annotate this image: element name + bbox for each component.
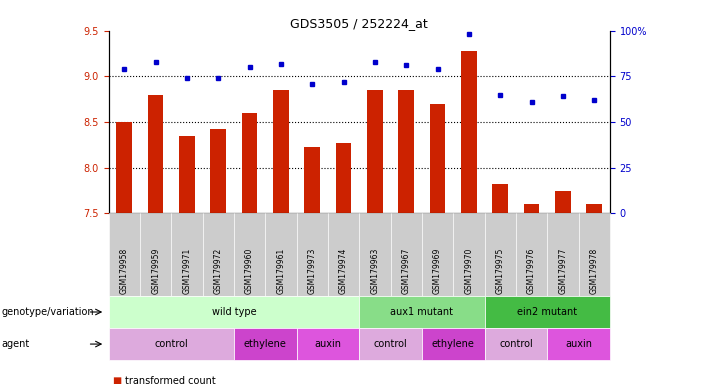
Text: wild type: wild type [212,307,257,317]
Text: GSM179970: GSM179970 [464,247,473,294]
Text: GSM179959: GSM179959 [151,247,160,294]
Text: GSM179977: GSM179977 [559,247,567,294]
Bar [148,94,163,213]
Text: GSM179958: GSM179958 [120,248,129,294]
Text: GSM179963: GSM179963 [370,247,379,294]
Bar [242,113,257,213]
Bar [398,90,414,213]
Bar [430,104,445,213]
Text: GSM179969: GSM179969 [433,247,442,294]
Text: GSM179971: GSM179971 [182,248,191,294]
Bar [524,204,539,213]
Bar [179,136,195,213]
Text: GSM179974: GSM179974 [339,247,348,294]
Text: auxin: auxin [315,339,341,349]
Text: GSM179972: GSM179972 [214,248,223,294]
Bar [210,129,226,213]
Text: aux1 mutant: aux1 mutant [390,307,454,317]
Bar [304,147,320,213]
Bar [586,204,602,213]
Bar [336,143,351,213]
Text: GSM179961: GSM179961 [276,248,285,294]
Text: GSM179973: GSM179973 [308,247,317,294]
Bar [461,51,477,213]
Bar [367,90,383,213]
Text: GSM179975: GSM179975 [496,247,505,294]
Text: control: control [154,339,188,349]
Text: ethylene: ethylene [244,339,287,349]
Text: ■: ■ [112,376,121,384]
Text: GSM179967: GSM179967 [402,247,411,294]
Text: control: control [374,339,407,349]
Text: agent: agent [1,339,29,349]
Title: GDS3505 / 252224_at: GDS3505 / 252224_at [290,17,428,30]
Text: ethylene: ethylene [432,339,475,349]
Text: GSM179976: GSM179976 [527,247,536,294]
Bar [116,122,132,213]
Text: ein2 mutant: ein2 mutant [517,307,578,317]
Text: auxin: auxin [565,339,592,349]
Text: GSM179960: GSM179960 [245,247,254,294]
Text: GSM179978: GSM179978 [590,248,599,294]
Text: transformed count: transformed count [125,376,215,384]
Bar [273,90,289,213]
Bar [555,191,571,213]
Bar [492,184,508,213]
Text: control: control [499,339,533,349]
Text: genotype/variation: genotype/variation [1,307,94,317]
